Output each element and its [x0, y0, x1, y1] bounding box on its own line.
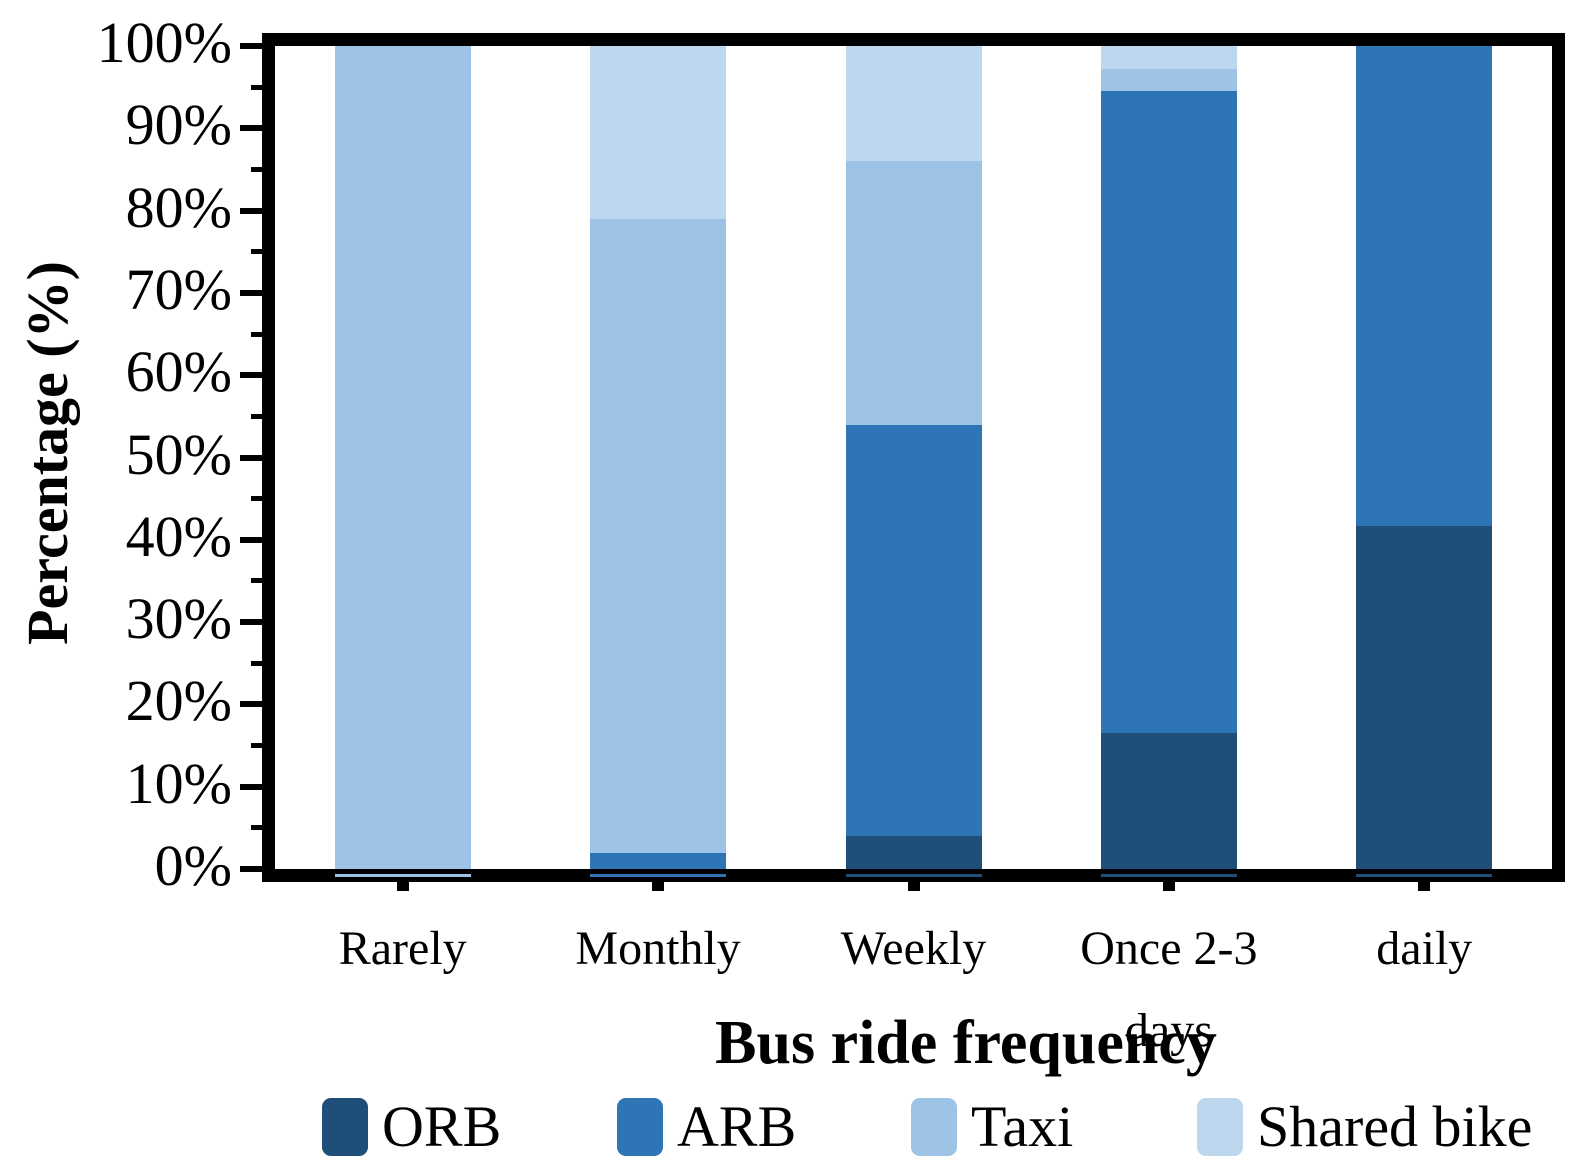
- y-axis-tick-label: 90%: [125, 92, 232, 158]
- plot-area: [262, 33, 1565, 882]
- bar-monthly: [590, 46, 727, 869]
- y-axis-tick-label: 100%: [96, 10, 232, 75]
- x-axis-category-label: Monthly: [575, 922, 741, 975]
- y-axis-minor-tick: [251, 660, 262, 666]
- plot-inner: [275, 46, 1552, 869]
- y-axis-major-tick: [240, 207, 262, 214]
- segment-orb: [845, 836, 982, 869]
- y-axis-minor-tick: [251, 84, 262, 90]
- y-axis-major-tick: [240, 125, 262, 132]
- y-axis-major-tick: [240, 619, 262, 626]
- y-axis-minor-tick: [251, 331, 262, 337]
- segment-orb: [1356, 525, 1493, 869]
- y-axis-minor-tick: [251, 413, 262, 419]
- y-axis-minor-tick: [251, 249, 262, 255]
- x-axis-category-label: Weekly: [840, 922, 987, 975]
- segment-arb: [590, 852, 727, 869]
- segment-shared-bike: [590, 46, 727, 219]
- bar-base-sliver: [1100, 874, 1237, 877]
- legend-label: Shared bike: [1257, 1094, 1533, 1159]
- x-axis-tick: [907, 879, 920, 891]
- legend-item-taxi: Taxi: [911, 1095, 1073, 1159]
- y-axis-major-tick: [240, 536, 262, 543]
- y-axis-minor-tick: [251, 743, 262, 749]
- y-axis-tick-label: 20%: [125, 668, 232, 734]
- bar-base-sliver: [590, 874, 727, 877]
- legend-item-shared-bike: Shared bike: [1197, 1095, 1532, 1159]
- x-axis-tick: [1162, 879, 1175, 891]
- x-axis-tick: [652, 879, 665, 891]
- x-axis-title: Bus ride frequency: [715, 1009, 1217, 1077]
- bar-once-2-3-days: [1100, 46, 1237, 869]
- bar-daily: [1356, 46, 1493, 869]
- x-axis-tick: [396, 879, 409, 891]
- bar-weekly: [845, 46, 982, 869]
- y-axis-tick-label: 80%: [125, 174, 232, 240]
- x-axis-tick: [1418, 879, 1431, 891]
- segment-taxi: [1100, 69, 1237, 92]
- y-axis-major-tick: [240, 866, 262, 872]
- bar-base-sliver: [845, 874, 982, 877]
- legend-item-orb: ORB: [322, 1095, 501, 1159]
- segment-orb: [1100, 733, 1237, 869]
- y-axis-minor-tick: [251, 825, 262, 831]
- x-axis-category-label: Once 2-3 days: [1080, 922, 1258, 1057]
- segment-taxi: [845, 161, 982, 425]
- legend-item-arb: ARB: [617, 1095, 796, 1159]
- legend-label: ARB: [677, 1094, 797, 1159]
- legend-label: Taxi: [971, 1094, 1074, 1159]
- bar-rarely: [334, 46, 471, 869]
- legend-swatch-shared-bike: [1197, 1098, 1243, 1156]
- y-axis-tick-label: 0%: [154, 833, 232, 898]
- y-axis-major-tick: [240, 289, 262, 296]
- legend-label: ORB: [382, 1094, 502, 1159]
- segment-arb: [1100, 91, 1237, 734]
- legend-swatch-taxi: [911, 1098, 957, 1156]
- y-axis-tick-label: 70%: [125, 256, 232, 322]
- y-axis-tick-label: 60%: [125, 339, 232, 405]
- legend-swatch-orb: [322, 1098, 368, 1156]
- bar-base-sliver: [334, 874, 471, 877]
- bar-base-sliver: [1356, 874, 1493, 877]
- segment-taxi: [590, 218, 727, 853]
- segment-shared-bike: [845, 46, 982, 162]
- x-axis-category-label: Rarely: [338, 922, 467, 975]
- segment-arb: [1356, 46, 1493, 526]
- segment-taxi: [334, 46, 471, 869]
- y-axis-tick-label: 10%: [125, 750, 232, 816]
- segment-arb: [845, 424, 982, 837]
- y-axis-minor-tick: [251, 496, 262, 502]
- y-axis-major-tick: [240, 783, 262, 790]
- y-axis-major-tick: [240, 372, 262, 379]
- y-axis-tick-label: 30%: [125, 586, 232, 652]
- y-axis-tick-label: 50%: [125, 421, 232, 487]
- y-axis-major-tick: [240, 43, 262, 49]
- y-axis-tick-label: 40%: [125, 503, 232, 569]
- y-axis-major-tick: [240, 701, 262, 708]
- x-axis-category-label: daily: [1376, 922, 1473, 975]
- legend-swatch-arb: [617, 1098, 663, 1156]
- y-axis-minor-tick: [251, 166, 262, 172]
- y-axis-minor-tick: [251, 578, 262, 584]
- segment-shared-bike: [1100, 46, 1237, 70]
- y-axis-major-tick: [240, 454, 262, 461]
